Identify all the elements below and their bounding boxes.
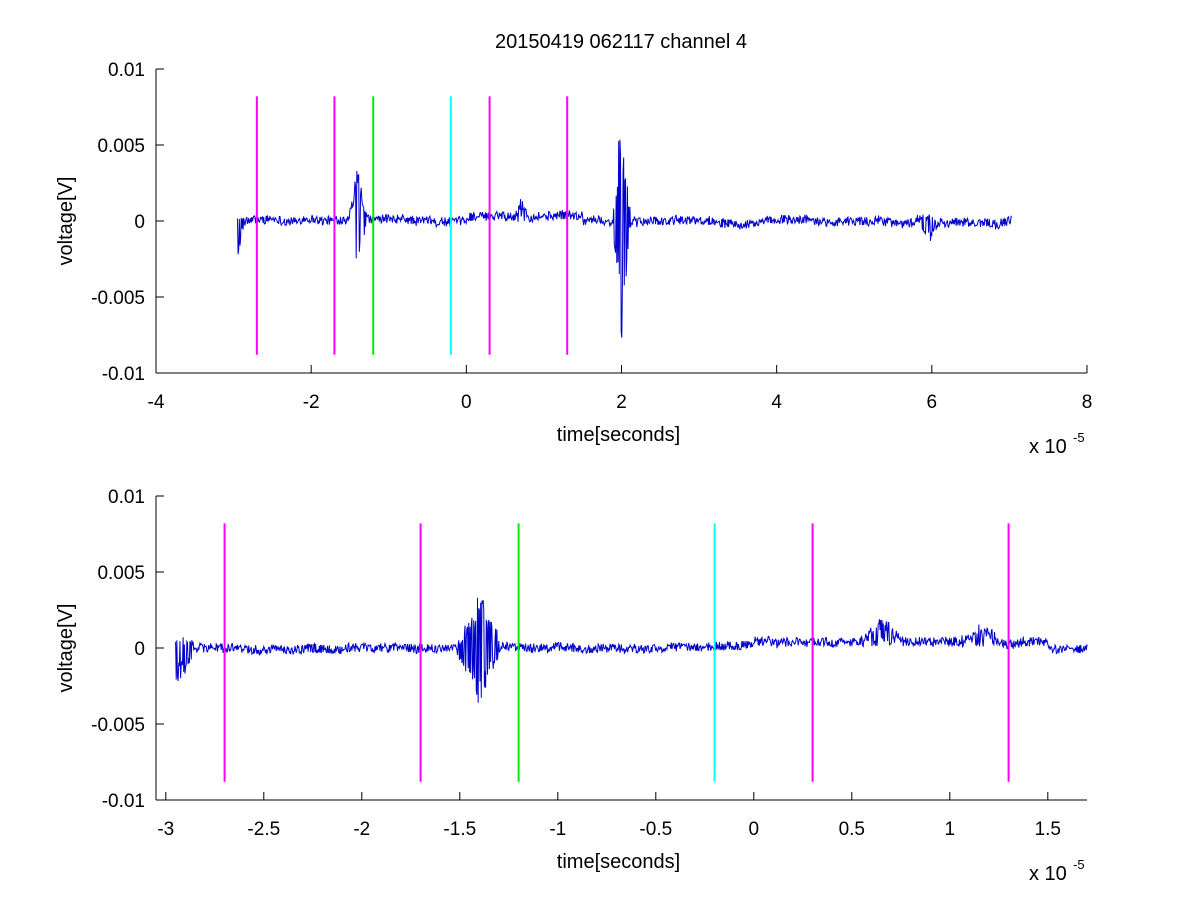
- x-tick-label: -2: [353, 819, 370, 840]
- signal-trace: [236, 139, 1013, 338]
- y-tick-label: -0.01: [102, 791, 145, 812]
- chart-title: 20150419 062117 channel 4: [495, 31, 747, 53]
- y-tick-label: -0.005: [91, 288, 145, 309]
- y-axis-label: voltage[V]: [55, 604, 77, 693]
- y-tick-label: 0.005: [97, 136, 145, 157]
- x-axis-label: time[seconds]: [557, 424, 680, 446]
- x-tick-label: -2.5: [247, 819, 280, 840]
- x-tick-label: 0: [749, 819, 760, 840]
- x-tick-label: 1: [945, 819, 956, 840]
- x-tick-label: -1.5: [443, 819, 476, 840]
- y-tick-label: 0.01: [108, 60, 145, 81]
- x-tick-label: 0.5: [839, 819, 865, 840]
- y-axis-label: voltage[V]: [55, 177, 77, 266]
- x-tick-label: 8: [1082, 392, 1093, 413]
- y-tick-label: 0.005: [97, 563, 145, 584]
- bottom-plot: -3 -2.5 -2 -1.5 -1 -0.5 0 0.5 1 1.5 -0.01 -0.005 0 0.…: [55, 487, 1088, 885]
- x-tick-label: 6: [927, 392, 938, 413]
- x-tick-label: 4: [771, 392, 782, 413]
- x-tick-label: -1: [549, 819, 566, 840]
- x-tick-label: -4: [148, 392, 165, 413]
- x-exponent-value: -5: [1073, 857, 1085, 872]
- x-exponent-label: x 10: [1029, 436, 1067, 458]
- x-tick-label: -2: [303, 392, 320, 413]
- y-tick-label: 0: [134, 639, 145, 660]
- x-tick-label: -0.5: [639, 819, 672, 840]
- x-tick-label: 0: [461, 392, 472, 413]
- y-tick-label: 0: [134, 212, 145, 233]
- y-tick-label: -0.005: [91, 715, 145, 736]
- x-exponent-value: -5: [1073, 430, 1085, 445]
- x-axis-label: time[seconds]: [557, 851, 680, 873]
- signal-trace: [175, 597, 1088, 703]
- x-exponent-label: x 10: [1029, 863, 1067, 885]
- x-tick-label: 1.5: [1035, 819, 1061, 840]
- x-tick-label: 2: [616, 392, 627, 413]
- x-tick-label: -3: [157, 819, 174, 840]
- y-tick-label: 0.01: [108, 487, 145, 508]
- y-tick-label: -0.01: [102, 364, 145, 385]
- top-plot: 20150419 062117 channel 4 -4 -2 0 2 4 6 8 -0.01…: [55, 31, 1092, 458]
